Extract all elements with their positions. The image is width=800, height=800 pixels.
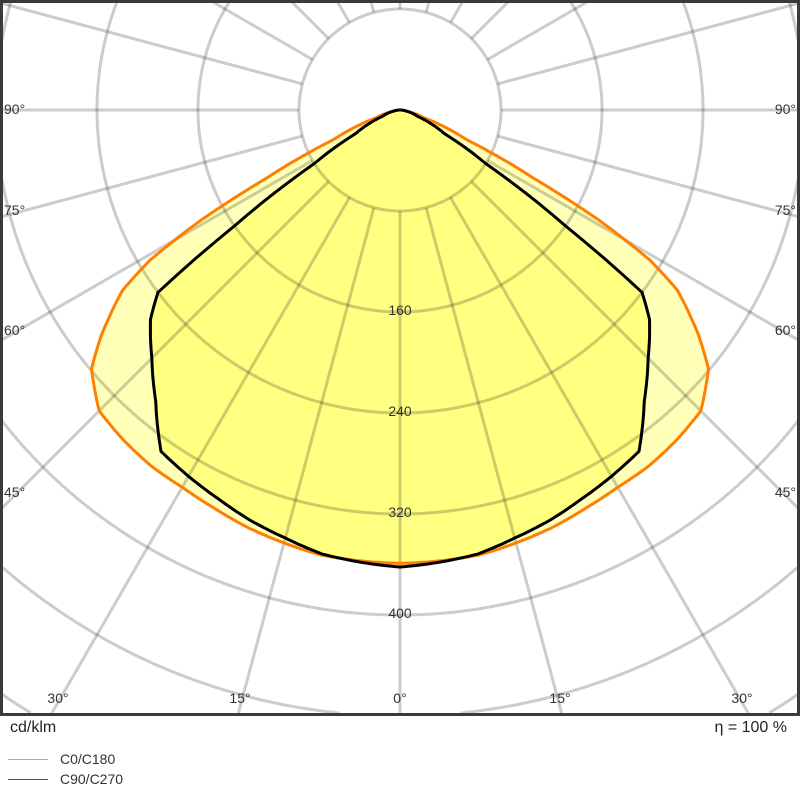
legend-label: C90/C270	[60, 771, 124, 787]
angle-label-right: 45°	[775, 484, 796, 500]
radial-label: 400	[388, 605, 412, 621]
angle-label-right: 75°	[775, 202, 796, 218]
radial-label: 240	[388, 403, 412, 419]
grid-spoke	[486, 159, 799, 342]
grid-spoke	[50, 196, 351, 714]
grid-spoke	[497, 134, 799, 219]
grid-spoke	[486, 0, 588, 61]
efficiency-label: η = 100 %	[714, 719, 788, 736]
angle-label-right: 60°	[775, 322, 796, 338]
grid-spoke	[1, 1, 303, 86]
grid-spoke	[424, 207, 564, 714]
grid-spoke	[497, 1, 799, 86]
legend-swatch-black	[8, 778, 48, 780]
series-fill-c90-c270	[150, 110, 650, 567]
series-line-c0-c180	[90, 108, 710, 565]
grid-circle	[297, 7, 503, 213]
angle-label-bottom: 30°	[47, 690, 68, 706]
grid-spoke	[0, 180, 330, 510]
angle-label-bottom: 30°	[731, 690, 752, 706]
grid-spoke	[212, 0, 314, 61]
grid-circle	[1, 693, 799, 715]
grid-spoke	[449, 1, 464, 24]
polar-chart: 160 240 320 400 90° 75° 60° 45° 90° 75° …	[0, 0, 800, 716]
legend-label: C0/C180	[60, 751, 116, 767]
grid-circle	[0, 1, 800, 516]
angle-label-left: 75°	[4, 202, 25, 218]
series-line-c90-c270	[148, 108, 652, 569]
grid-spoke	[236, 207, 376, 714]
grid-circle	[196, 1, 604, 314]
grid-spoke	[369, 1, 376, 13]
grid-spoke	[449, 196, 750, 714]
grid-spoke	[470, 180, 800, 510]
angle-label-left: 90°	[4, 101, 25, 117]
grid-spoke	[424, 1, 431, 13]
legend-item-c90: C90/C270	[8, 771, 123, 787]
grid-spoke	[1, 134, 303, 219]
grid-spoke	[470, 0, 510, 40]
angle-label-left: 45°	[4, 484, 25, 500]
legend-item-c0: C0/C180	[8, 751, 115, 767]
grid-spoke	[1, 159, 314, 342]
grid-circle	[0, 419, 800, 617]
grid-circle	[1, 566, 799, 715]
grid-spoke	[336, 1, 351, 24]
legend-swatch-orange	[8, 758, 48, 760]
grid-circle	[95, 2, 705, 415]
angle-label-left: 60°	[4, 322, 25, 338]
radial-label: 160	[388, 302, 412, 318]
chart-frame	[0, 0, 800, 716]
unit-label: cd/klm	[10, 719, 57, 736]
grid-spoke	[290, 0, 330, 40]
angle-label-bottom: 0°	[393, 690, 406, 706]
radial-label: 320	[388, 504, 412, 520]
angle-label-right: 90°	[775, 101, 796, 117]
angle-label-bottom: 15°	[229, 690, 250, 706]
angle-label-bottom: 15°	[549, 690, 570, 706]
